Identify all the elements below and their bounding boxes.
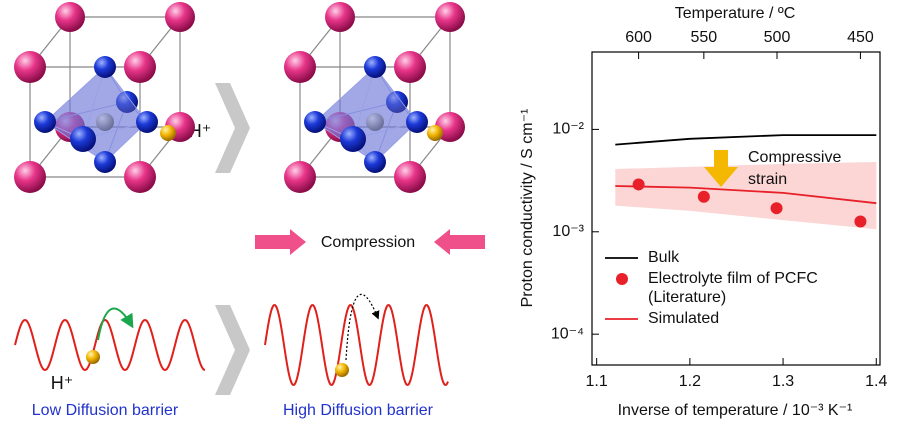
sphere: [366, 113, 384, 131]
sphere: [124, 161, 156, 193]
y-tick-label: 10⁻³: [552, 223, 584, 240]
top-tick-label: 550: [690, 29, 717, 46]
strain-arrow: [704, 150, 738, 187]
sphere: [94, 151, 116, 173]
legend-label: Electrolyte film of PCFC: [648, 270, 818, 287]
high-barrier-label: High Diffusion barrier: [283, 402, 434, 419]
top-tick-label: 450: [847, 29, 874, 46]
sphere: [165, 2, 195, 32]
legend-label: Simulated: [648, 310, 719, 327]
plot-frame: [591, 51, 881, 366]
h-plus-label: H⁺: [51, 373, 74, 393]
sphere: [304, 111, 326, 133]
sphere: [116, 91, 138, 113]
sphere: [406, 111, 428, 133]
sphere: [364, 56, 386, 78]
top-axis-title: Temperature / ºC: [675, 5, 796, 22]
data-point: [854, 215, 867, 228]
octahedron-face: [352, 121, 418, 163]
x-tick-label: 1.4: [865, 373, 887, 390]
sphere: [284, 51, 316, 83]
octahedron-face: [82, 121, 148, 163]
sphere: [394, 161, 426, 193]
sphere: [34, 111, 56, 133]
compression-arrow: [434, 229, 485, 255]
step-chevron: [215, 305, 250, 395]
y-tick-label: 10⁻⁴: [551, 325, 584, 342]
energy-wave: [14, 318, 206, 372]
sphere: [325, 2, 355, 32]
sphere: [160, 125, 176, 141]
y-tick-label: 10⁻²: [552, 121, 584, 138]
sphere: [14, 51, 46, 83]
legend-marker: [616, 273, 628, 285]
x-tick-label: 1.2: [679, 373, 701, 390]
compression-label: Compression: [321, 234, 415, 251]
sphere: [124, 51, 156, 83]
sphere: [86, 350, 100, 364]
x-axis-title: Inverse of temperature / 10⁻³ K⁻¹: [618, 402, 853, 419]
sphere: [14, 161, 46, 193]
sphere: [136, 111, 158, 133]
sphere: [364, 151, 386, 173]
sphere: [284, 161, 316, 193]
hop-arrow: [345, 294, 380, 361]
low-barrier-label: Low Diffusion barrier: [32, 402, 179, 419]
y-axis-title: Proton conductivity / S cm⁻¹: [519, 109, 536, 308]
annotation: Compressive: [748, 149, 841, 166]
hop-arrow: [97, 307, 134, 341]
sphere: [435, 2, 465, 32]
sphere: [386, 91, 408, 113]
x-tick-label: 1.1: [586, 373, 608, 390]
series-line: [615, 185, 877, 205]
legend-label: Bulk: [648, 249, 680, 266]
sphere: [394, 51, 426, 83]
data-point: [770, 202, 783, 215]
compression-arrow: [255, 229, 306, 255]
sphere: [94, 56, 116, 78]
energy-wave: [264, 304, 449, 386]
legend-label: (Literature): [648, 289, 726, 306]
sphere: [96, 113, 114, 131]
data-point: [697, 190, 710, 203]
step-chevron: [215, 83, 250, 173]
x-tick-label: 1.3: [772, 373, 794, 390]
data-point: [632, 178, 645, 191]
sphere: [55, 2, 85, 32]
top-tick-label: 600: [625, 29, 652, 46]
annotation: strain: [748, 171, 787, 188]
sphere: [340, 126, 366, 152]
series-line: [615, 134, 877, 146]
top-tick-label: 500: [764, 29, 791, 46]
sphere: [335, 363, 349, 377]
sphere: [427, 125, 443, 141]
uncertainty-band: [615, 162, 877, 230]
sphere: [70, 126, 96, 152]
